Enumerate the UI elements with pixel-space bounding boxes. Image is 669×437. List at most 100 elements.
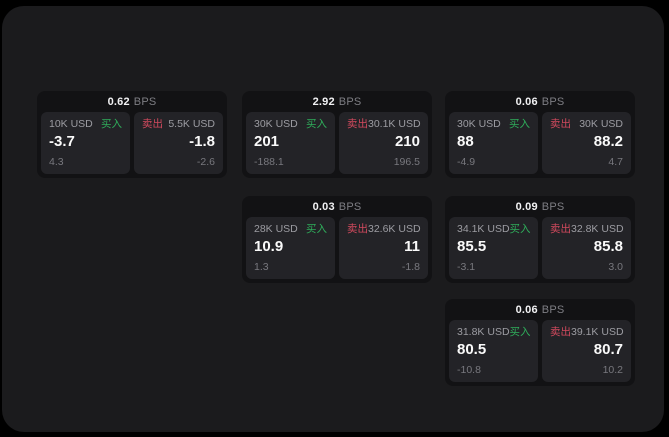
buy-panel-top: 28K USD 买入 xyxy=(254,223,327,236)
quote-card: 0.09 BPS 34.1K USD 买入 85.5 -3.1 卖出 32.8K… xyxy=(445,196,635,283)
buy-amount: 30K USD xyxy=(457,118,501,130)
sell-panel-top: 卖出 30.1K USD xyxy=(347,118,421,131)
sell-sub-value: -2.6 xyxy=(196,156,215,168)
quote-panels: 28K USD 买入 10.9 1.3 卖出 32.6K USD 11 -1.8 xyxy=(246,217,428,279)
buy-amount: 34.1K USD xyxy=(457,223,510,235)
sell-price: -1.8 xyxy=(189,133,215,150)
sell-side-label: 卖出 xyxy=(347,118,368,130)
quote-panels: 34.1K USD 买入 85.5 -3.1 卖出 32.8K USD 85.8… xyxy=(449,217,631,279)
sell-side-label: 卖出 xyxy=(347,223,368,235)
buy-side-label: 买入 xyxy=(509,223,531,235)
sell-price: 11 xyxy=(404,238,420,255)
buy-price: 85.5 xyxy=(457,238,487,255)
sell-panel[interactable]: 卖出 30.1K USD 210 196.5 xyxy=(339,112,428,174)
bps-unit-label: BPS xyxy=(541,95,565,108)
bps-unit-label: BPS xyxy=(338,95,362,108)
buy-panel[interactable]: 31.8K USD 买入 80.5 -10.8 xyxy=(449,320,538,382)
buy-side-label: 买入 xyxy=(509,326,531,338)
buy-panel[interactable]: 30K USD 买入 88 -4.9 xyxy=(449,112,538,174)
sell-side-label: 卖出 xyxy=(550,223,571,235)
sell-amount: 30.1K USD xyxy=(368,118,421,130)
sell-amount: 32.6K USD xyxy=(368,223,421,235)
buy-panel-top: 34.1K USD 买入 xyxy=(457,223,531,236)
sell-amount: 32.8K USD xyxy=(571,223,624,235)
quote-panels: 31.8K USD 买入 80.5 -10.8 卖出 39.1K USD 80.… xyxy=(449,320,631,382)
bps-value: 2.92 xyxy=(312,95,335,108)
sell-price: 88.2 xyxy=(593,133,623,150)
buy-sub-value: -4.9 xyxy=(457,156,476,168)
sell-panel-top: 卖出 30K USD xyxy=(550,118,623,131)
sell-sub-value: 196.5 xyxy=(393,156,420,168)
bps-value: 0.06 xyxy=(515,95,538,108)
buy-sub-value: 4.3 xyxy=(49,156,64,168)
sell-price: 80.7 xyxy=(593,341,623,358)
sell-side-label: 卖出 xyxy=(142,118,163,130)
buy-sub-value: -3.1 xyxy=(457,261,476,273)
sell-panel-top: 卖出 32.8K USD xyxy=(550,223,624,236)
buy-panel[interactable]: 30K USD 买入 201 -188.1 xyxy=(246,112,335,174)
quote-card: 0.62 BPS 10K USD 买入 -3.7 4.3 卖出 5.5K USD xyxy=(37,91,227,178)
sell-sub-value: 4.7 xyxy=(608,156,623,168)
quote-panels: 30K USD 买入 201 -188.1 卖出 30.1K USD 210 1… xyxy=(246,112,428,174)
buy-sub-value: 1.3 xyxy=(254,261,269,273)
sell-amount: 5.5K USD xyxy=(168,118,215,130)
sell-panel[interactable]: 卖出 32.8K USD 85.8 3.0 xyxy=(542,217,631,279)
bps-value: 0.06 xyxy=(515,303,538,316)
quote-card: 0.03 BPS 28K USD 买入 10.9 1.3 卖出 32.6K US… xyxy=(242,196,432,283)
buy-sub-value: -188.1 xyxy=(254,156,284,168)
sell-side-label: 卖出 xyxy=(550,326,571,338)
buy-side-label: 买入 xyxy=(306,223,327,235)
sell-sub-value: 3.0 xyxy=(608,261,623,273)
bps-value: 0.03 xyxy=(312,200,335,213)
quote-board: 0.62 BPS 10K USD 买入 -3.7 4.3 卖出 5.5K USD xyxy=(2,6,664,432)
buy-amount: 31.8K USD xyxy=(457,326,510,338)
sell-panel-top: 卖出 32.6K USD xyxy=(347,223,421,236)
buy-panel-top: 10K USD 买入 xyxy=(49,118,122,131)
card-header: 0.09 BPS xyxy=(449,196,631,217)
buy-amount: 10K USD xyxy=(49,118,93,130)
bps-unit-label: BPS xyxy=(133,95,157,108)
buy-sub-value: -10.8 xyxy=(457,364,481,376)
buy-side-label: 买入 xyxy=(101,118,122,130)
sell-sub-value: -1.8 xyxy=(401,261,420,273)
buy-price: 88 xyxy=(457,133,474,150)
sell-sub-value: 10.2 xyxy=(602,364,623,376)
bps-value: 0.62 xyxy=(107,95,130,108)
buy-side-label: 买入 xyxy=(306,118,327,130)
buy-panel[interactable]: 10K USD 买入 -3.7 4.3 xyxy=(41,112,130,174)
bps-value: 0.09 xyxy=(515,200,538,213)
card-header: 2.92 BPS xyxy=(246,91,428,112)
buy-price: 10.9 xyxy=(254,238,284,255)
sell-panel[interactable]: 卖出 39.1K USD 80.7 10.2 xyxy=(542,320,631,382)
buy-panel[interactable]: 34.1K USD 买入 85.5 -3.1 xyxy=(449,217,538,279)
sell-price: 85.8 xyxy=(593,238,623,255)
sell-panel[interactable]: 卖出 32.6K USD 11 -1.8 xyxy=(339,217,428,279)
sell-side-label: 卖出 xyxy=(550,118,571,130)
quote-panels: 30K USD 买入 88 -4.9 卖出 30K USD 88.2 4.7 xyxy=(449,112,631,174)
bps-unit-label: BPS xyxy=(338,200,362,213)
card-header: 0.03 BPS xyxy=(246,196,428,217)
sell-price: 210 xyxy=(394,133,420,150)
buy-panel-top: 30K USD 买入 xyxy=(254,118,327,131)
quote-panels: 10K USD 买入 -3.7 4.3 卖出 5.5K USD -1.8 -2.… xyxy=(41,112,223,174)
buy-panel-top: 31.8K USD 买入 xyxy=(457,326,531,339)
sell-amount: 39.1K USD xyxy=(571,326,624,338)
sell-panel[interactable]: 卖出 5.5K USD -1.8 -2.6 xyxy=(134,112,223,174)
buy-amount: 30K USD xyxy=(254,118,298,130)
bps-unit-label: BPS xyxy=(541,200,565,213)
buy-panel[interactable]: 28K USD 买入 10.9 1.3 xyxy=(246,217,335,279)
sell-panel[interactable]: 卖出 30K USD 88.2 4.7 xyxy=(542,112,631,174)
quote-card: 0.06 BPS 30K USD 买入 88 -4.9 卖出 30K USD xyxy=(445,91,635,178)
quote-card: 2.92 BPS 30K USD 买入 201 -188.1 卖出 30.1K … xyxy=(242,91,432,178)
buy-price: -3.7 xyxy=(49,133,75,150)
buy-panel-top: 30K USD 买入 xyxy=(457,118,530,131)
bps-unit-label: BPS xyxy=(541,303,565,316)
sell-amount: 30K USD xyxy=(579,118,623,130)
quote-card: 0.06 BPS 31.8K USD 买入 80.5 -10.8 卖出 39.1… xyxy=(445,299,635,386)
buy-side-label: 买入 xyxy=(509,118,530,130)
buy-price: 201 xyxy=(254,133,280,150)
buy-amount: 28K USD xyxy=(254,223,298,235)
card-header: 0.06 BPS xyxy=(449,91,631,112)
sell-panel-top: 卖出 39.1K USD xyxy=(550,326,624,339)
